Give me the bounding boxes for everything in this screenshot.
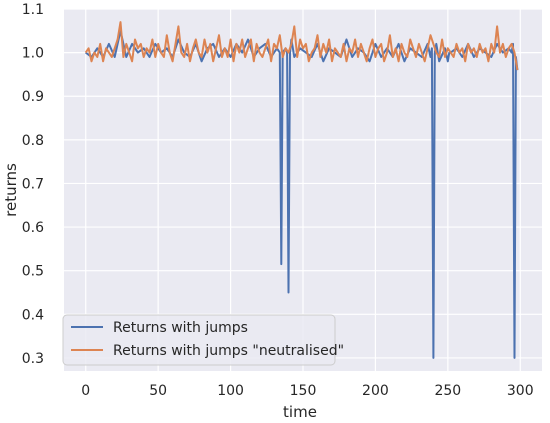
legend: Returns with jumps Returns with jumps "n… xyxy=(62,314,344,366)
series-line-returns-neutralised xyxy=(84,21,519,71)
x-tick-label: 200 xyxy=(362,383,389,399)
legend-label-returns-neutralised: Returns with jumps "neutralised" xyxy=(113,343,344,359)
y-tick-label: 0.8 xyxy=(22,133,44,149)
y-tick-label: 0.6 xyxy=(22,220,44,236)
legend-box xyxy=(62,314,336,366)
x-tick-label: 250 xyxy=(434,383,461,399)
ticks-layer: 0 50 100 150 200 250 300 0.3 0.4 0.5 0.6 0.7 0.8 0.9 1… xyxy=(22,2,534,399)
y-tick-label: 1.0 xyxy=(22,46,44,62)
y-tick-label: 1.1 xyxy=(22,2,44,18)
x-tick-label: 100 xyxy=(217,383,244,399)
x-tick-label: 300 xyxy=(507,383,534,399)
y-tick-label: 0.7 xyxy=(22,176,44,192)
x-tick-label: 150 xyxy=(290,383,317,399)
y-tick-label: 0.5 xyxy=(22,264,44,280)
series-layer xyxy=(84,21,519,359)
y-tick-label: 0.9 xyxy=(22,89,44,105)
y-axis-label: returns xyxy=(2,163,20,217)
x-axis-label: time xyxy=(283,403,317,421)
y-tick-label: 0.3 xyxy=(22,351,44,367)
legend-label-returns-with-jumps: Returns with jumps xyxy=(113,320,248,336)
y-tick-label: 0.4 xyxy=(22,307,44,323)
x-tick-label: 0 xyxy=(81,383,90,399)
x-tick-label: 50 xyxy=(149,383,167,399)
